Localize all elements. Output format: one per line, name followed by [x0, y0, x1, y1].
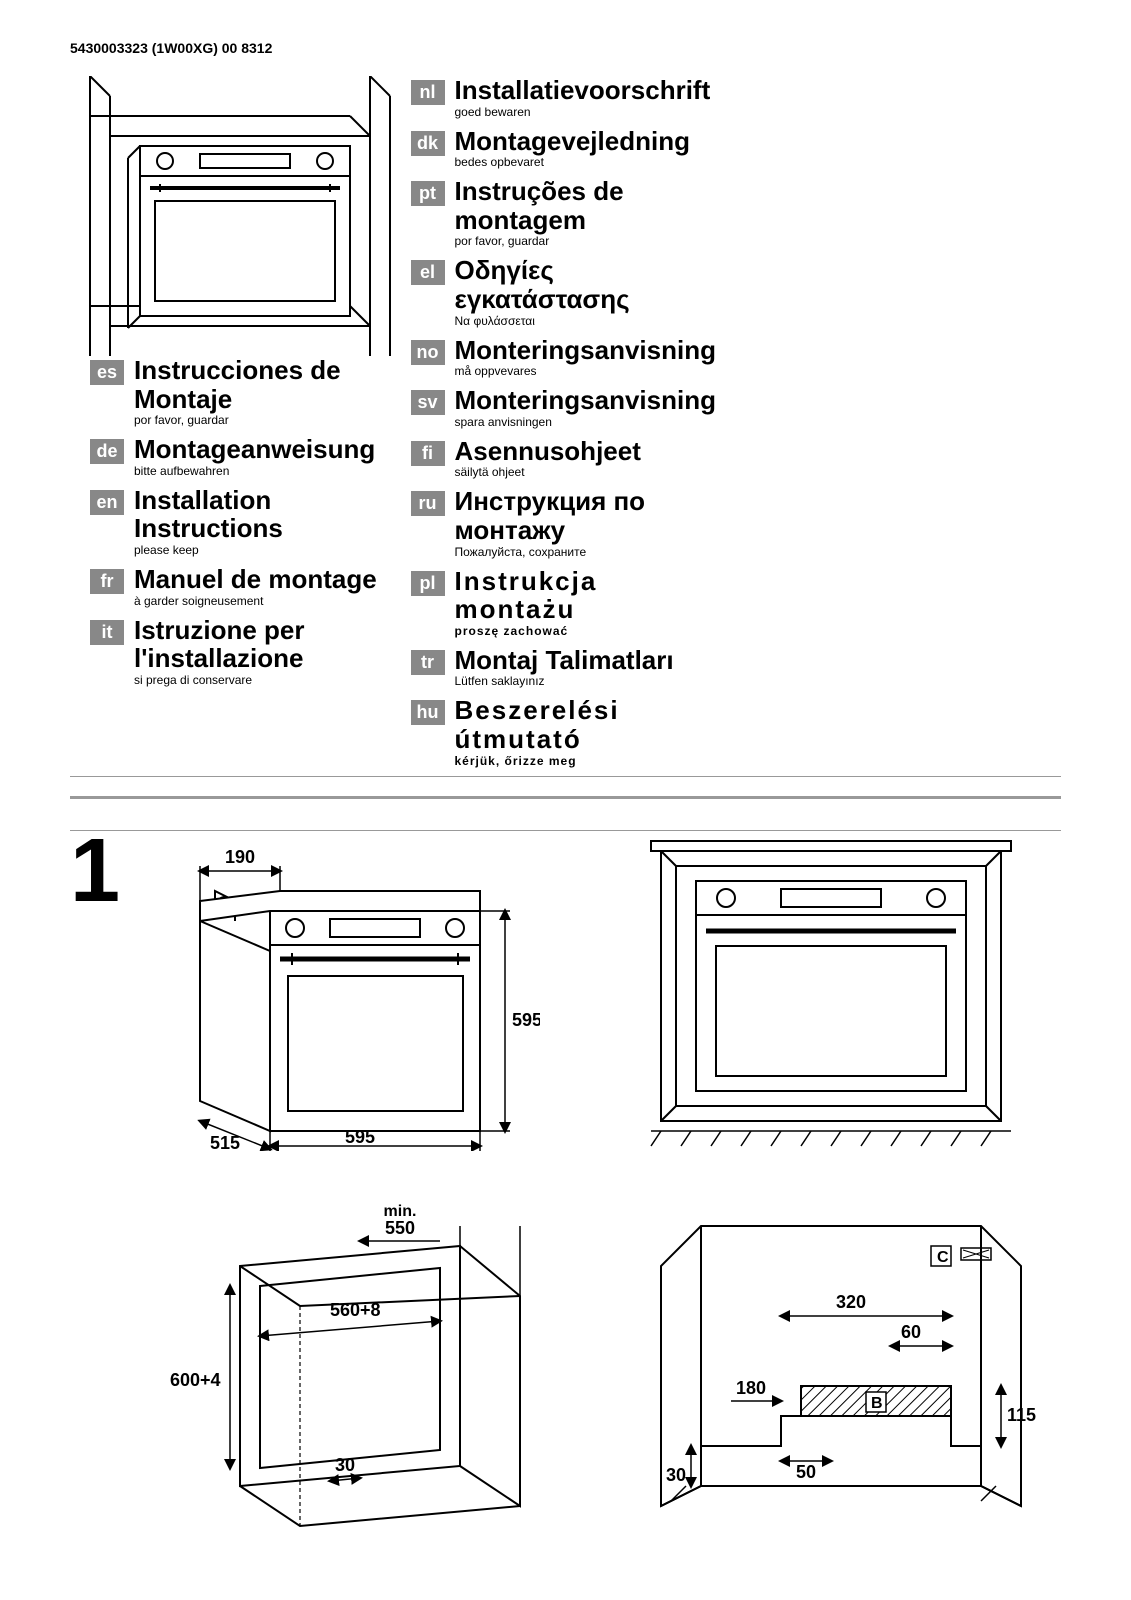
lang-sub: goed bewaren: [455, 105, 722, 119]
lang-sub: à garder soigneusement: [134, 594, 401, 608]
lang-tag: tr: [411, 650, 445, 675]
lang-tag: it: [90, 620, 124, 645]
lang-tag: el: [411, 260, 445, 285]
dim-60: 60: [901, 1322, 921, 1342]
lang-tag: hu: [411, 700, 445, 725]
lang-row: en Installation Instructionsplease keep: [90, 486, 401, 561]
lang-sub: por favor, guardar: [134, 413, 401, 427]
lang-title: Monteringsanvisning: [455, 386, 722, 415]
dim-115: 115: [1007, 1405, 1036, 1425]
lang-row: sv Monteringsanvisningspara anvisningen: [411, 386, 722, 433]
lang-title: Installatievoorschrift: [455, 76, 722, 105]
lang-sub: Lütfen saklayınız: [455, 674, 722, 688]
top-section: esInstrucciones de Montajepor favor, gua…: [70, 76, 1061, 776]
lang-sub: please keep: [134, 543, 401, 557]
dim-560: 560+8: [330, 1300, 381, 1320]
lang-title: Οδηγίες εγκατάστασης: [455, 256, 722, 313]
dim-595h: 595: [512, 1010, 540, 1030]
lang-tag: de: [90, 439, 124, 464]
lang-sub: Να φυλάσσεται: [455, 314, 722, 328]
lang-title: Montaj Talimatları: [455, 646, 722, 675]
lang-tag: dk: [411, 131, 445, 156]
lang-row: ru Инструкция по монтажуПожалуйста, сохра…: [411, 487, 722, 562]
lang-title: Montagevejledning: [455, 127, 722, 156]
dim-320: 320: [836, 1292, 866, 1312]
lang-title: Monteringsanvisning: [455, 336, 722, 365]
dim-600: 600+4: [170, 1370, 221, 1390]
lang-title: Installation Instructions: [134, 486, 401, 543]
lang-tag: sv: [411, 390, 445, 415]
dim-30: 30: [335, 1455, 355, 1475]
diagram-cabinet-cutout: min. 550 560+8 600+4: [160, 1186, 580, 1551]
lang-title: Manuel de montage: [134, 565, 401, 594]
section-number: 1: [70, 831, 120, 1551]
lang-title: Instrucciones de Montaje: [134, 356, 401, 413]
lang-row: nl Installatievoorschriftgoed bewaren: [411, 76, 722, 123]
lang-col-right: nl Installatievoorschriftgoed bewaren dk M…: [411, 76, 722, 776]
lang-title: Instruções de montagem: [455, 177, 722, 234]
lang-row: de Montageanweisungbitte aufbewahren: [90, 435, 401, 482]
lang-tag: en: [90, 490, 124, 515]
lang-title: Montageanweisung: [134, 435, 401, 464]
dim-30b: 30: [666, 1465, 686, 1485]
language-columns: esInstrucciones de Montajepor favor, gua…: [90, 76, 721, 776]
lang-tag: fr: [90, 569, 124, 594]
lang-tag: es: [90, 360, 124, 385]
lang-sub: Пожалуйста, сохраните: [455, 545, 722, 559]
lang-sub: spara anvisningen: [455, 415, 722, 429]
lang-sub: bitte aufbewahren: [134, 464, 401, 478]
lang-tag: fi: [411, 441, 445, 466]
lang-sub: kérjük, őrizze meg: [455, 754, 722, 768]
lang-title: Beszerelési útmutató: [455, 696, 722, 753]
diagram-oven-dimensions: 190 595 595: [160, 831, 580, 1156]
lang-tag: pt: [411, 181, 445, 206]
lang-sub: por favor, guardar: [455, 234, 722, 248]
lang-sub: proszę zachować: [455, 624, 722, 638]
dim-50: 50: [796, 1462, 816, 1482]
lang-title: Istruzione per l'installazione: [134, 616, 401, 673]
diagram-grid: 190 595 595: [160, 831, 1061, 1551]
diagram-oven-installed: [641, 831, 1061, 1156]
lang-tag: nl: [411, 80, 445, 105]
lang-row: it Istruzione per l'installazionesi prega…: [90, 616, 401, 691]
lang-row: pl Instrukcja montażuproszę zachować: [411, 567, 722, 642]
section-divider: [70, 776, 1061, 831]
section-1: 1: [70, 831, 1061, 1551]
dim-190: 190: [225, 847, 255, 867]
lang-title: Instrukcja montażu: [455, 567, 722, 624]
lang-tag: no: [411, 340, 445, 365]
lang-row: hu Beszerelési útmutatókérjük, őrizze meg: [411, 696, 722, 771]
label-C: C: [937, 1249, 949, 1266]
lang-sub: må oppvevares: [455, 364, 722, 378]
lang-row: tr Montaj TalimatlarıLütfen saklayınız: [411, 646, 722, 693]
dim-595w: 595: [345, 1127, 375, 1147]
dim-180: 180: [736, 1378, 766, 1398]
product-code: 5430003323 (1W00XG) 00 8312: [70, 40, 1061, 56]
lang-row: es Instrucciones de Montajepor favor, gua…: [90, 356, 401, 431]
lang-sub: säilytä ohjeet: [455, 465, 722, 479]
lang-tag: ru: [411, 491, 445, 516]
lang-title: Инструкция по монтажу: [455, 487, 722, 544]
lang-row: pt Instruções de montagempor favor, guard…: [411, 177, 722, 252]
diagram-back-panel: C B 320 60 180: [641, 1186, 1061, 1551]
lang-row: fi Asennusohjeetsäilytä ohjeet: [411, 437, 722, 484]
lang-row: dk Montagevejledningbedes opbevaret: [411, 127, 722, 174]
lang-row: el Οδηγίες εγκατάστασηςΝα φυλάσσεται: [411, 256, 722, 331]
dim-550: 550: [385, 1218, 415, 1238]
lang-row: no Monteringsanvisningmå oppvevares: [411, 336, 722, 383]
lang-col-left: es Instrucciones de Montajepor favor, gua…: [90, 76, 401, 776]
dim-515: 515: [210, 1133, 240, 1151]
lang-title: Asennusohjeet: [455, 437, 722, 466]
label-B: B: [871, 1395, 883, 1412]
lang-sub: si prega di conservare: [134, 673, 401, 687]
lang-row: fr Manuel de montageà garder soigneusemen…: [90, 565, 401, 612]
lang-sub: bedes opbevaret: [455, 155, 722, 169]
lang-tag: pl: [411, 571, 445, 596]
